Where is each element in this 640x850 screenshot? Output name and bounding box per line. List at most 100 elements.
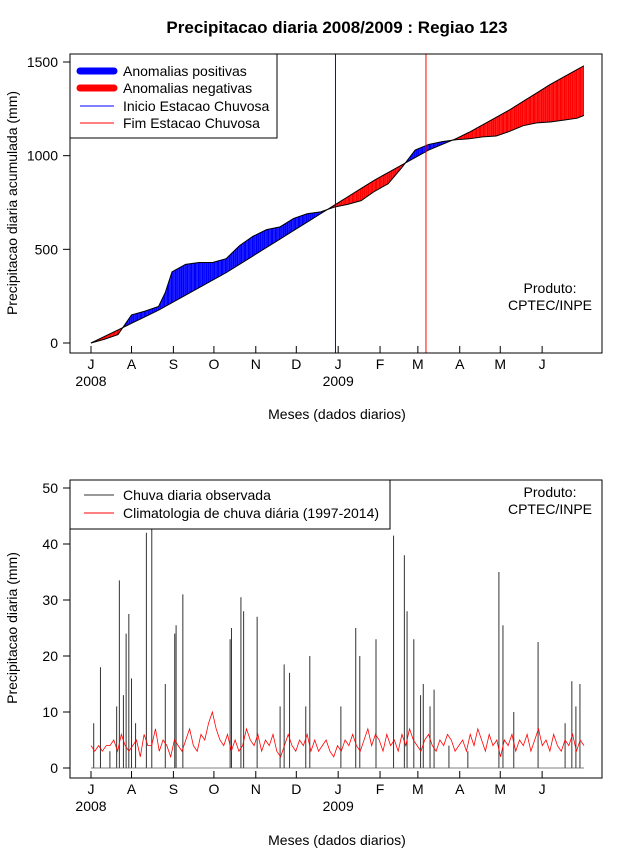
anomaly-band-46 bbox=[153, 307, 155, 313]
x-tick-label-5: D bbox=[291, 781, 301, 797]
anomaly-band-298 bbox=[493, 118, 495, 137]
anomaly-band-317 bbox=[519, 103, 521, 128]
anomaly-band-208 bbox=[371, 180, 374, 194]
top-y-axis-label: Precipitacao diaria acumulada (mm) bbox=[4, 91, 20, 315]
anomaly-band-104 bbox=[231, 252, 233, 270]
anomaly-band-361 bbox=[578, 67, 580, 118]
anomaly-band-18 bbox=[115, 330, 117, 336]
anomaly-band-240 bbox=[415, 149, 417, 158]
anomaly-band-48 bbox=[155, 306, 158, 312]
anomaly-band-184 bbox=[339, 201, 341, 207]
anomaly-band-158 bbox=[304, 214, 306, 224]
anomaly-band-146 bbox=[288, 220, 290, 234]
x-tick-label-8: M bbox=[412, 781, 424, 797]
anomaly-band-110 bbox=[239, 244, 241, 265]
anomaly-band-275 bbox=[462, 134, 464, 140]
anomaly-band-222 bbox=[390, 170, 393, 181]
anomaly-band-189 bbox=[346, 196, 348, 205]
anomaly-band-16 bbox=[112, 331, 114, 337]
anomaly-band-157 bbox=[303, 214, 305, 225]
anomaly-band-313 bbox=[513, 106, 516, 130]
anomaly-band-60 bbox=[172, 271, 174, 303]
anomaly-band-162 bbox=[309, 213, 312, 221]
anomaly-band-86 bbox=[207, 262, 209, 284]
top-plot-frame bbox=[69, 53, 603, 354]
anomaly-band-326 bbox=[531, 95, 533, 125]
anomaly-band-64 bbox=[177, 268, 179, 300]
anomaly-band-223 bbox=[392, 169, 394, 179]
anomaly-band-62 bbox=[174, 269, 177, 302]
anomaly-band-70 bbox=[185, 264, 187, 296]
anomaly-band-113 bbox=[243, 241, 245, 262]
anomaly-band-280 bbox=[469, 131, 471, 139]
anomaly-band-324 bbox=[528, 97, 530, 125]
anomaly-band-316 bbox=[517, 103, 520, 128]
anomaly-band-325 bbox=[529, 96, 532, 125]
anomaly-band-210 bbox=[374, 179, 376, 192]
anomaly-band-345 bbox=[556, 79, 559, 122]
anomaly-band-63 bbox=[176, 268, 178, 301]
anomaly-band-130 bbox=[266, 229, 268, 248]
anomaly-band-100 bbox=[226, 257, 228, 273]
anomaly-band-89 bbox=[211, 262, 213, 281]
legend-observed: Chuva diaria observada bbox=[123, 487, 271, 503]
anomaly-band-187 bbox=[343, 198, 345, 206]
anomaly-band-120 bbox=[253, 235, 255, 256]
anomaly-band-54 bbox=[163, 292, 166, 308]
anomaly-band-56 bbox=[166, 284, 168, 306]
anomaly-band-33 bbox=[135, 313, 137, 322]
anomaly-band-191 bbox=[348, 195, 351, 204]
climatology-daily-line bbox=[90, 710, 585, 759]
anomaly-band-249 bbox=[427, 144, 429, 151]
anomaly-band-122 bbox=[255, 234, 258, 255]
anomaly-band-57 bbox=[167, 280, 170, 305]
anomaly-band-106 bbox=[234, 249, 236, 268]
anomaly-band-220 bbox=[388, 171, 390, 184]
x-tick-label-4: N bbox=[251, 781, 261, 797]
anomaly-band-32 bbox=[134, 313, 136, 323]
anomaly-band-69 bbox=[184, 264, 186, 296]
anomaly-band-318 bbox=[520, 102, 522, 127]
bottom-legend: Chuva diaria observada Climatologia de c… bbox=[69, 479, 391, 530]
top-chart-title: Precipitacao diaria 2008/2009 : Regiao 1… bbox=[166, 18, 507, 37]
anomaly-band-243 bbox=[419, 147, 421, 156]
anomaly-band-91 bbox=[213, 261, 216, 280]
anomaly-band-295 bbox=[489, 120, 491, 137]
anomaly-band-255 bbox=[435, 142, 437, 148]
anomaly-band-98 bbox=[223, 259, 225, 275]
anomaly-band-145 bbox=[286, 221, 289, 235]
anomaly-band-121 bbox=[254, 234, 256, 256]
x-tick-label-7: F bbox=[376, 781, 385, 797]
anomaly-band-364 bbox=[582, 65, 584, 116]
anomaly-band-17 bbox=[113, 331, 116, 336]
anomaly-band-126 bbox=[261, 231, 263, 251]
anomaly-band-224 bbox=[393, 168, 395, 178]
year-label-0: 2008 bbox=[75, 373, 106, 389]
anomaly-band-217 bbox=[384, 174, 386, 187]
anomaly-band-292 bbox=[485, 122, 487, 137]
y-tick-label-0: 0 bbox=[50, 760, 58, 776]
anomaly-band-344 bbox=[555, 80, 557, 122]
anomaly-band-356 bbox=[571, 71, 574, 119]
anomaly-band-149 bbox=[292, 218, 294, 232]
anomaly-band-337 bbox=[546, 86, 548, 123]
anomaly-band-42 bbox=[147, 309, 150, 316]
anomaly-band-114 bbox=[244, 240, 247, 261]
bottom-legend-box bbox=[69, 479, 391, 530]
anomaly-band-194 bbox=[353, 192, 355, 203]
x-tick-label-0: J bbox=[88, 781, 95, 797]
anomaly-band-334 bbox=[542, 88, 544, 123]
anomaly-band-201 bbox=[362, 186, 364, 200]
anomaly-band-305 bbox=[502, 112, 505, 134]
anomaly-band-115 bbox=[246, 239, 248, 261]
anomaly-band-61 bbox=[173, 270, 175, 302]
anomaly-band-102 bbox=[228, 254, 231, 272]
anomaly-band-81 bbox=[200, 262, 202, 287]
anomaly-band-78 bbox=[196, 262, 198, 290]
anomaly-band-338 bbox=[547, 85, 549, 123]
anomaly-band-293 bbox=[486, 121, 489, 137]
y-tick-label-2: 1000 bbox=[27, 148, 58, 164]
anomaly-band-95 bbox=[219, 260, 221, 277]
legend-positive: Anomalias positivas bbox=[123, 63, 247, 79]
